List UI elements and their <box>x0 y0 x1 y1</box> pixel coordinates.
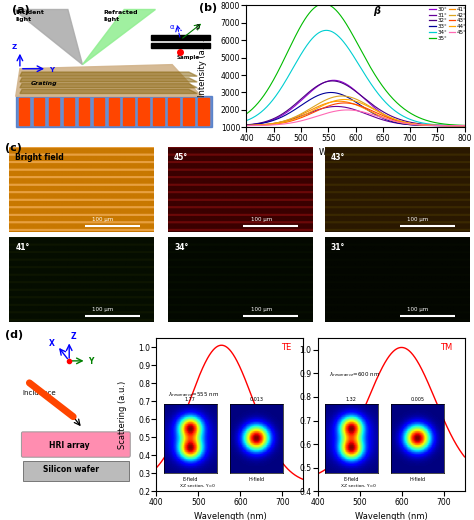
Text: 100 μm: 100 μm <box>251 307 272 312</box>
Text: (a): (a) <box>11 5 29 16</box>
Text: Z: Z <box>71 332 76 341</box>
Text: Refracted: Refracted <box>103 10 138 15</box>
Polygon shape <box>64 98 74 125</box>
Text: Incident: Incident <box>16 10 45 15</box>
Polygon shape <box>34 98 44 125</box>
Polygon shape <box>198 98 209 125</box>
Text: (c): (c) <box>5 143 22 153</box>
Polygon shape <box>93 98 104 125</box>
Polygon shape <box>20 89 197 94</box>
Polygon shape <box>20 72 197 76</box>
Text: 41°: 41° <box>15 243 29 252</box>
Text: 45°: 45° <box>174 153 188 162</box>
Legend: 30°, 31°, 32°, 33°, 34°, 35°, 41°, 42°, 43°, 44°, 45°: 30°, 31°, 32°, 33°, 34°, 35°, 41°, 42°, … <box>429 7 466 41</box>
Polygon shape <box>20 84 197 88</box>
Text: β: β <box>195 24 200 30</box>
Text: Incidence: Incidence <box>23 389 56 396</box>
Polygon shape <box>79 98 89 125</box>
Polygon shape <box>14 9 82 64</box>
Text: Z: Z <box>11 44 17 50</box>
Text: light: light <box>103 17 119 21</box>
Text: XZ section, Y=0: XZ section, Y=0 <box>180 484 215 488</box>
Text: TM: TM <box>440 343 453 352</box>
Polygon shape <box>168 98 179 125</box>
Text: $\lambda_{resonance}$=600 nm: $\lambda_{resonance}$=600 nm <box>329 370 380 379</box>
Polygon shape <box>138 98 149 125</box>
Text: 31°: 31° <box>330 243 345 252</box>
Text: Y: Y <box>88 357 93 366</box>
Bar <box>23 461 129 481</box>
Text: 100 μm: 100 μm <box>407 217 428 222</box>
FancyBboxPatch shape <box>21 432 130 457</box>
Polygon shape <box>20 78 197 82</box>
Y-axis label: Intensity (a.u.): Intensity (a.u.) <box>198 35 207 97</box>
Text: Silicon wafer: Silicon wafer <box>43 465 99 474</box>
Text: (d): (d) <box>5 330 23 340</box>
Text: β: β <box>373 6 380 17</box>
Polygon shape <box>109 98 119 125</box>
Text: (b): (b) <box>199 3 217 13</box>
Polygon shape <box>16 64 201 96</box>
Polygon shape <box>154 98 164 125</box>
Polygon shape <box>16 96 212 126</box>
Text: Y: Y <box>49 67 54 72</box>
Text: $\lambda_{resonance}$=555 nm: $\lambda_{resonance}$=555 nm <box>168 391 219 399</box>
Text: Selenium microarrays: Selenium microarrays <box>20 132 97 137</box>
Y-axis label: Scattering (a.u.): Scattering (a.u.) <box>118 381 127 449</box>
Bar <box>151 35 210 40</box>
Text: X: X <box>49 339 55 348</box>
Polygon shape <box>49 98 59 125</box>
Text: Bright field: Bright field <box>15 153 64 162</box>
Text: Sample: Sample <box>176 55 200 60</box>
Text: TE: TE <box>282 343 292 352</box>
Polygon shape <box>183 98 194 125</box>
Text: light: light <box>16 17 32 21</box>
Text: 100 μm: 100 μm <box>407 307 428 312</box>
Polygon shape <box>19 98 29 125</box>
Text: 100 μm: 100 μm <box>251 217 272 222</box>
X-axis label: Wavelength (nm): Wavelength (nm) <box>355 512 428 520</box>
Text: XZ section, Y=0: XZ section, Y=0 <box>341 484 376 488</box>
Bar <box>151 43 210 48</box>
X-axis label: Wavelength (nm): Wavelength (nm) <box>193 512 266 520</box>
Polygon shape <box>82 9 155 64</box>
X-axis label: Wavelength (nm): Wavelength (nm) <box>319 148 392 157</box>
Text: 34°: 34° <box>174 243 188 252</box>
Text: 43°: 43° <box>330 153 345 162</box>
Text: 100 μm: 100 μm <box>92 307 113 312</box>
Polygon shape <box>124 98 134 125</box>
Text: α: α <box>170 24 175 30</box>
Text: 100 μm: 100 μm <box>92 217 113 222</box>
Text: HRI array: HRI array <box>49 441 90 450</box>
Text: Grating: Grating <box>30 81 57 86</box>
